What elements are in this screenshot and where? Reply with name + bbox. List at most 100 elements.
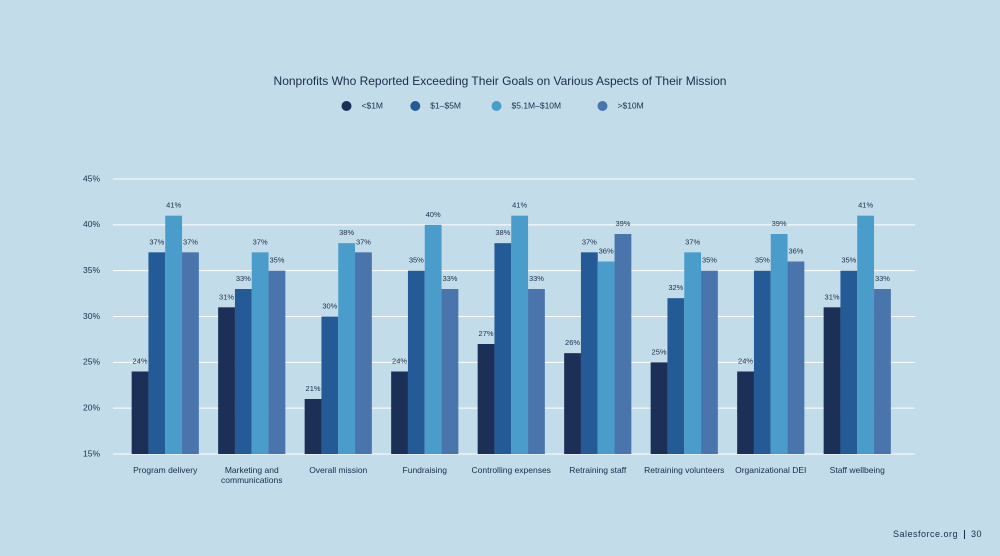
x-tick-label: Retraining volunteers — [644, 465, 725, 475]
value-label: 35% — [755, 256, 770, 265]
legend-label: $1–$5M — [430, 100, 461, 110]
page-number: 30 — [970, 529, 982, 539]
bar — [131, 371, 149, 454]
value-label: 32% — [668, 283, 683, 292]
value-label: 33% — [529, 274, 544, 283]
bar — [407, 270, 425, 454]
value-label: 41% — [858, 201, 873, 210]
bar — [667, 298, 685, 454]
y-tick-label: 35% — [83, 265, 100, 275]
bar — [564, 353, 581, 454]
value-label: 37% — [685, 237, 700, 246]
bar — [787, 261, 805, 454]
x-tick-label: Overall mission — [309, 465, 368, 475]
value-label: 26% — [565, 338, 580, 347]
bar — [840, 270, 858, 454]
y-tick-label: 15% — [83, 448, 100, 458]
value-label: 31% — [219, 292, 234, 301]
value-label: 36% — [788, 246, 803, 255]
legend-marker — [491, 101, 502, 111]
bar — [234, 289, 252, 454]
bar — [182, 252, 199, 454]
x-tick-label: Fundraising — [402, 465, 447, 475]
value-label: 33% — [236, 274, 251, 283]
bar — [338, 243, 356, 454]
y-tick-label: 25% — [83, 357, 100, 367]
bar — [684, 252, 702, 454]
value-label: 37% — [582, 237, 597, 246]
value-label: 31% — [825, 292, 840, 301]
bar — [701, 270, 718, 454]
value-label: 39% — [615, 219, 630, 228]
bar — [614, 234, 632, 454]
bar — [165, 215, 183, 454]
x-tick-label: Program delivery — [133, 465, 198, 475]
bar — [770, 234, 788, 454]
x-tick-label: Staff wellbeing — [829, 465, 885, 475]
value-label: 41% — [166, 201, 181, 210]
y-tick-label: 45% — [83, 173, 100, 183]
bar — [650, 362, 668, 454]
value-label: 24% — [392, 356, 407, 365]
value-label: 27% — [479, 329, 494, 338]
value-label: 24% — [133, 356, 148, 365]
value-label: 37% — [149, 237, 164, 246]
brand: Salesforce.org — [892, 529, 958, 539]
separator — [963, 529, 965, 539]
footer: Salesforce.org 30 — [893, 529, 982, 539]
value-label: 21% — [306, 384, 321, 393]
bar — [391, 371, 408, 454]
bar — [823, 307, 841, 454]
bar — [874, 289, 891, 454]
value-label: 30% — [322, 301, 337, 310]
bar — [580, 252, 598, 454]
value-label: 36% — [599, 246, 614, 255]
bar — [321, 316, 339, 454]
bar — [304, 399, 322, 454]
y-tick-label: 30% — [83, 311, 100, 321]
value-label: 40% — [426, 210, 441, 219]
legend-marker — [410, 101, 421, 111]
value-label: 39% — [772, 219, 787, 228]
x-tick-label: Organizational DEI — [735, 465, 807, 475]
legend-label: >$10M — [618, 100, 644, 110]
value-label: 35% — [841, 256, 856, 265]
value-label: 37% — [253, 237, 268, 246]
value-label: 38% — [339, 228, 354, 237]
value-label: 35% — [702, 256, 717, 265]
x-tick-label: Marketing and communications — [221, 465, 283, 485]
bar — [218, 307, 235, 454]
value-label: 41% — [512, 201, 527, 210]
value-label: 24% — [738, 356, 753, 365]
value-label: 33% — [875, 274, 890, 283]
bar — [268, 270, 286, 454]
bar — [597, 261, 615, 454]
bar — [424, 224, 442, 454]
bar — [857, 215, 875, 454]
value-label: 35% — [269, 256, 284, 265]
legend-marker — [597, 101, 608, 111]
legend-marker — [341, 101, 352, 111]
bar — [148, 252, 166, 454]
x-tick-label: Retraining staff — [569, 465, 627, 475]
value-label: 37% — [183, 237, 198, 246]
bar — [511, 215, 529, 454]
bar — [477, 344, 495, 454]
y-tick-label: 20% — [83, 402, 100, 412]
y-tick-label: 40% — [83, 219, 100, 229]
legend-label: <$1M — [362, 100, 384, 110]
bar — [494, 243, 512, 454]
value-label: 25% — [652, 347, 667, 356]
bar — [251, 252, 269, 454]
x-tick-label: Controlling expenses — [471, 465, 551, 475]
bar — [753, 270, 771, 454]
value-label: 37% — [356, 237, 371, 246]
legend-label: $5.1M–$10M — [512, 100, 562, 110]
bar — [355, 252, 372, 454]
value-label: 33% — [442, 274, 457, 283]
chart-title: Nonprofits Who Reported Exceeding Their … — [274, 74, 727, 88]
bar — [441, 289, 459, 454]
value-label: 35% — [409, 256, 424, 265]
